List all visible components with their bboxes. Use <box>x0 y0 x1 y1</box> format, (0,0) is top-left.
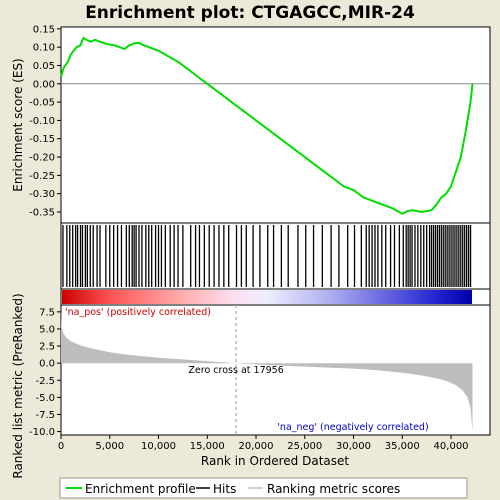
x-tick-label: 15,000 <box>190 441 225 452</box>
ranking-heatmap-bar <box>62 290 472 304</box>
x-tick-label: 10,000 <box>141 441 176 452</box>
legend-hits-label: Hits <box>213 482 236 496</box>
es-y-tick-label: 0.05 <box>33 61 55 72</box>
es-y-tick-label: -0.20 <box>29 153 55 164</box>
metric-y-tick-label: -10.0 <box>29 427 55 438</box>
metric-y-tick-label: 2.5 <box>39 342 55 353</box>
x-tick-label: 20,000 <box>239 441 274 452</box>
es-y-tick-label: 0.00 <box>33 79 55 90</box>
metric-y-axis: 7.5 5.0 2.5 0.0 -2.5 -5.0 -7.5 -10.0 <box>29 307 61 438</box>
es-panel-frame <box>60 26 491 224</box>
hits-marks <box>62 225 472 287</box>
es-y-tick-label: -0.10 <box>29 116 55 127</box>
hits-panel-frame <box>60 222 491 290</box>
legend-profile-label: Enrichment profile <box>85 482 196 496</box>
x-axis-label: Rank in Ordered Dataset <box>201 454 349 468</box>
legend-box <box>59 477 468 499</box>
es-y-tick-label: 0.15 <box>33 24 55 35</box>
es-y-tick-label: -0.25 <box>29 171 55 182</box>
pos-correlated-label: 'na_pos' (positively correlated) <box>65 307 211 318</box>
x-tick-label: 25,000 <box>287 441 322 452</box>
metric-y-tick-label: 0.0 <box>39 359 55 370</box>
es-y-tick-label: 0.10 <box>33 43 55 54</box>
x-tick-label: 30,000 <box>336 441 371 452</box>
es-y-tick-label: -0.30 <box>29 189 55 200</box>
es-y-tick-label: -0.15 <box>29 134 55 145</box>
metric-y-tick-label: 5.0 <box>39 324 55 335</box>
es-y-axis-label: Enrichment score (ES) <box>11 58 25 191</box>
metric-y-tick-label: -2.5 <box>35 376 55 387</box>
es-y-axis: 0.15 0.10 0.05 0.00 -0.05 -0.10 -0.15 -0.20 -0.2… <box>29 24 61 219</box>
x-tick-label: 0 <box>58 441 64 452</box>
zero-cross-label: Zero cross at 17956 <box>188 365 283 376</box>
metric-y-tick-label: -7.5 <box>35 410 55 421</box>
metric-y-tick-label: 7.5 <box>39 307 55 318</box>
metric-y-tick-label: -5.0 <box>35 393 55 404</box>
neg-correlated-label: 'na_neg' (negatively correlated) <box>277 422 428 433</box>
es-y-tick-label: -0.35 <box>29 208 55 219</box>
x-axis: 0 5,000 10,000 15,000 20,000 25,000 30,000 35,0… <box>58 435 469 452</box>
chart-title: Enrichment plot: CTGAGCC,MIR-24 <box>85 3 415 23</box>
metric-y-axis-label: Ranked list metric (PreRanked) <box>11 293 25 478</box>
es-y-tick-label: -0.05 <box>29 98 55 109</box>
legend-metric-label: Ranking metric scores <box>267 482 400 496</box>
x-tick-label: 35,000 <box>385 441 420 452</box>
x-tick-label: 40,000 <box>434 441 469 452</box>
enrichment-profile-line <box>60 36 474 215</box>
x-tick-label: 5,000 <box>95 441 124 452</box>
ranking-metric-area <box>61 308 473 432</box>
